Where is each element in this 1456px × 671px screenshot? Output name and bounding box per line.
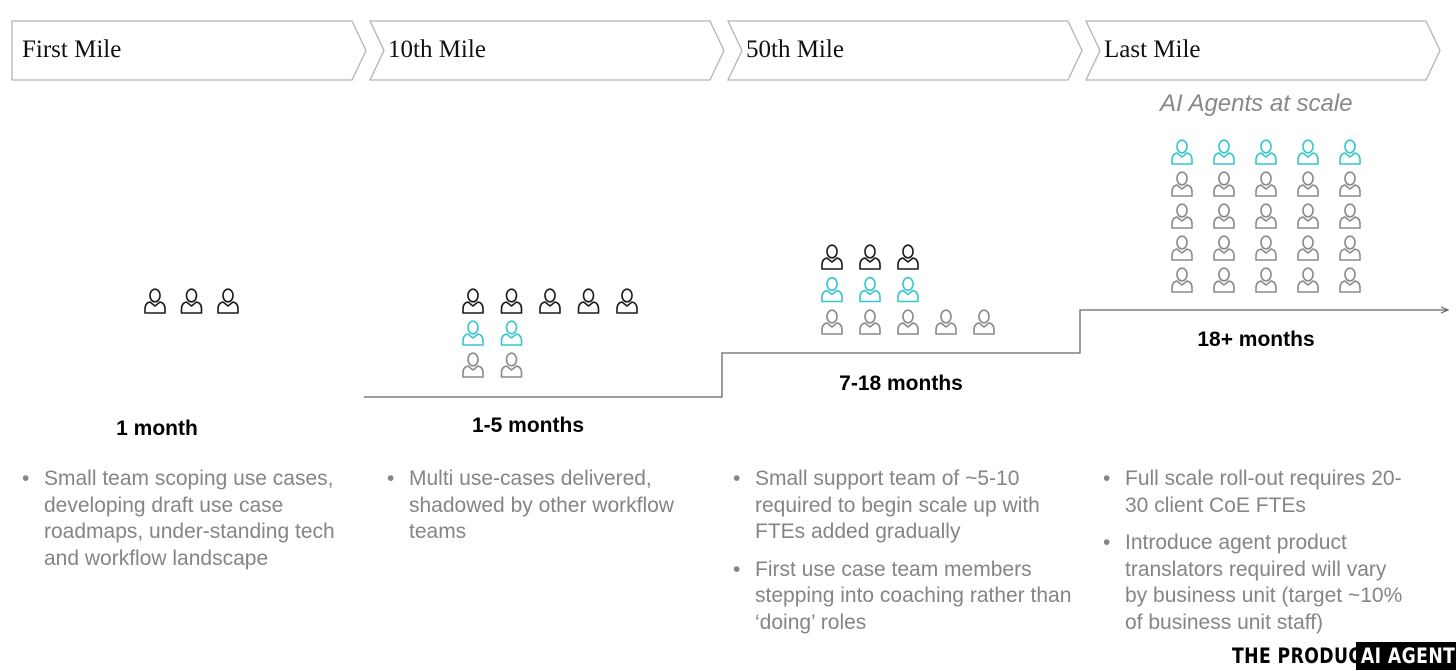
stage-label-50th-mile: 50th Mile — [746, 36, 844, 63]
person-icon — [1297, 267, 1319, 293]
person-icon — [462, 320, 484, 346]
person-icon — [1213, 267, 1235, 293]
person-icon — [897, 309, 919, 335]
person-icon — [1339, 235, 1361, 261]
person-icon — [180, 288, 203, 314]
person-icon — [1171, 203, 1193, 229]
person-icon — [859, 244, 881, 270]
bullet-item: Introduce agent product translators requ… — [1103, 530, 1403, 636]
stage-label-first-mile: First Mile — [22, 36, 122, 63]
bullets-last-mile: Full scale roll-out requires 20-30 clien… — [1103, 466, 1403, 647]
person-icon — [897, 276, 919, 303]
duration-first-mile: 1 month — [116, 417, 198, 440]
person-icon — [539, 288, 561, 314]
chevron-first-mile — [11, 20, 367, 81]
person-icon — [1255, 139, 1277, 165]
stage-label-last-mile: Last Mile — [1104, 36, 1201, 63]
person-icon — [1213, 235, 1235, 261]
progress-step-line — [364, 310, 1448, 398]
person-icon — [1297, 235, 1319, 261]
bullets-10th-mile: Multi use-cases delivered, shadowed by o… — [387, 466, 697, 557]
duration-50th-mile: 7-18 months — [839, 372, 963, 395]
bullet-item: First use case team members stepping int… — [733, 557, 1078, 637]
person-icon — [859, 309, 881, 335]
person-icon — [217, 288, 239, 314]
person-icon — [821, 244, 843, 270]
person-icon — [1255, 267, 1277, 293]
person-icon — [1255, 235, 1277, 261]
chevron-10th-mile — [368, 20, 725, 81]
person-icon — [462, 352, 484, 378]
person-icon — [1297, 171, 1319, 197]
bullet-item: Small team scoping use cases, developing… — [22, 466, 342, 572]
person-icon — [1297, 139, 1319, 165]
person-icon — [462, 288, 484, 314]
person-icon — [1213, 171, 1235, 197]
stage-label-10th-mile: 10th Mile — [388, 36, 486, 63]
person-icon — [1171, 171, 1193, 197]
person-icon — [1297, 203, 1319, 229]
bullets-first-mile: Small team scoping use cases, developing… — [22, 466, 342, 583]
duration-10th-mile: 1-5 months — [471, 414, 585, 437]
bullet-item: Small support team of ~5-10 required to … — [733, 466, 1078, 546]
person-icon — [1171, 235, 1193, 261]
bullets-50th-mile: Small support team of ~5-10 required to … — [733, 466, 1078, 647]
person-icon — [500, 320, 523, 346]
person-icon — [1255, 171, 1277, 197]
person-icon — [577, 288, 600, 314]
person-icon — [1213, 203, 1235, 229]
person-icon — [821, 309, 843, 335]
person-icon — [1255, 203, 1277, 229]
chevron-50th-mile — [726, 20, 1083, 81]
person-icon — [616, 288, 638, 314]
bullet-item: Full scale roll-out requires 20-30 clien… — [1103, 466, 1403, 519]
person-icon — [1339, 203, 1361, 229]
person-icon — [1339, 171, 1361, 197]
person-icon — [859, 276, 881, 303]
watermark-text-left: THE PRODUCT — [1232, 643, 1374, 668]
person-icon — [973, 309, 995, 335]
person-icon — [500, 288, 523, 314]
person-icon — [500, 352, 523, 378]
watermark: THE PRODUCT AI AGENT — [1232, 640, 1456, 671]
person-icon — [1171, 139, 1193, 165]
watermark-text-right: AI AGENT — [1356, 641, 1456, 670]
person-icon — [821, 276, 843, 303]
person-icon — [897, 244, 919, 270]
last-mile-subtitle: AI Agents at scale — [1160, 90, 1353, 117]
person-icon — [1339, 139, 1361, 165]
person-icon — [1339, 267, 1361, 293]
chevron-last-mile — [1084, 20, 1441, 81]
bullet-item: Multi use-cases delivered, shadowed by o… — [387, 466, 697, 546]
person-icon — [144, 288, 166, 314]
person-icon — [935, 309, 957, 335]
duration-last-mile: 18+ months — [1197, 328, 1315, 351]
person-icon — [1171, 267, 1193, 293]
person-icon — [1213, 139, 1235, 165]
